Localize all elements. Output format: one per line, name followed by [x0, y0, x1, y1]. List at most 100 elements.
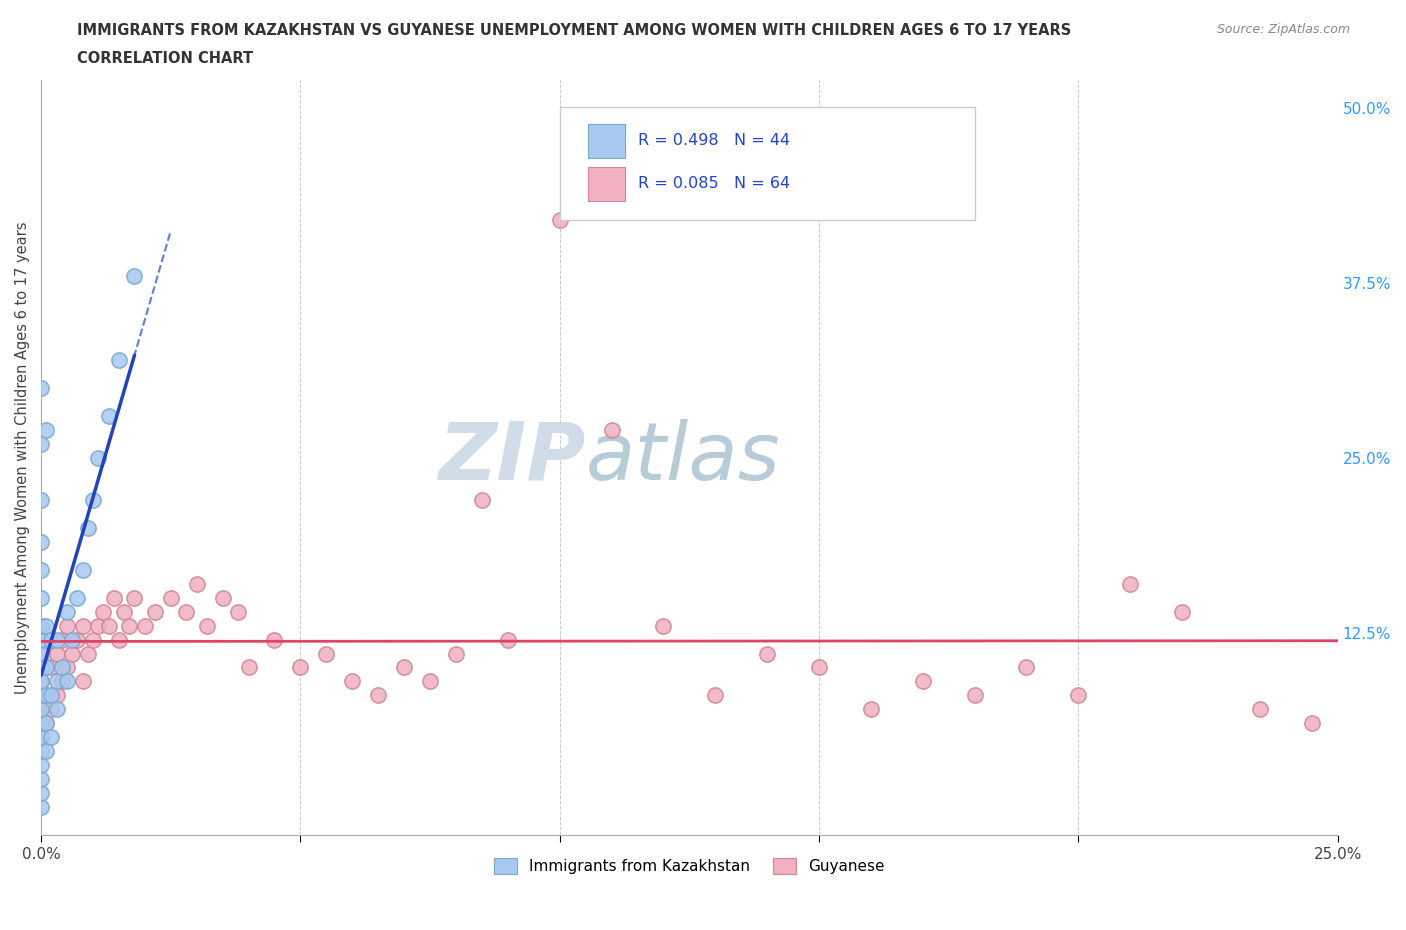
Point [30, 618, 52, 633]
Point [72, 562, 94, 577]
Point [118, 618, 141, 633]
Point [45, 646, 67, 661]
Point [45, 688, 67, 703]
Point [30, 436, 52, 451]
Point [315, 646, 337, 661]
Point [1067, 688, 1090, 703]
Point [30, 702, 52, 717]
Point [30, 688, 52, 703]
Point [195, 618, 218, 633]
Text: ZIP: ZIP [439, 418, 586, 497]
Point [60, 632, 83, 647]
Point [97, 618, 120, 633]
Point [41, 702, 63, 717]
Point [35, 660, 58, 675]
Point [56, 604, 79, 619]
Point [30, 380, 52, 395]
Legend: Immigrants from Kazakhstan, Guyanese: Immigrants from Kazakhstan, Guyanese [488, 852, 891, 881]
Point [30, 716, 52, 731]
Y-axis label: Unemployment Among Women with Children Ages 6 to 17 years: Unemployment Among Women with Children A… [15, 221, 30, 694]
Point [30, 786, 52, 801]
Point [45, 674, 67, 689]
Point [66, 591, 89, 605]
Point [186, 576, 208, 591]
Point [35, 618, 58, 633]
Point [30, 674, 52, 689]
Point [548, 213, 571, 228]
Point [30, 702, 52, 717]
Point [41, 660, 63, 675]
Point [82, 492, 104, 507]
Point [35, 422, 58, 437]
Text: IMMIGRANTS FROM KAZAKHSTAN VS GUYANESE UNEMPLOYMENT AMONG WOMEN WITH CHILDREN AG: IMMIGRANTS FROM KAZAKHSTAN VS GUYANESE U… [77, 23, 1071, 38]
Point [93, 604, 115, 619]
Point [87, 618, 110, 633]
Point [35, 716, 58, 731]
Point [963, 688, 986, 703]
Point [911, 674, 934, 689]
Point [30, 772, 52, 787]
Point [108, 632, 131, 647]
Point [41, 632, 63, 647]
Point [60, 646, 83, 661]
Point [30, 758, 52, 773]
Point [30, 730, 52, 745]
Point [35, 716, 58, 731]
Point [756, 646, 779, 661]
Text: R = 0.498   N = 44: R = 0.498 N = 44 [637, 133, 790, 148]
Point [87, 450, 110, 465]
Point [392, 660, 415, 675]
Point [211, 591, 233, 605]
Point [72, 674, 94, 689]
Point [30, 744, 52, 759]
Point [112, 604, 135, 619]
Point [30, 730, 52, 745]
Point [72, 618, 94, 633]
Point [45, 702, 67, 717]
Point [1171, 604, 1194, 619]
Point [652, 618, 675, 633]
Point [444, 646, 467, 661]
Point [30, 674, 52, 689]
Point [471, 492, 494, 507]
Point [30, 800, 52, 815]
Point [30, 660, 52, 675]
Point [176, 604, 198, 619]
Point [103, 591, 125, 605]
Point [30, 492, 52, 507]
Point [76, 520, 98, 535]
Bar [588, 124, 624, 157]
Point [56, 674, 79, 689]
Point [66, 632, 89, 647]
Point [35, 688, 58, 703]
Point [51, 632, 73, 647]
Point [56, 660, 79, 675]
Point [97, 408, 120, 423]
Point [30, 534, 52, 549]
Point [143, 604, 166, 619]
Point [30, 632, 52, 647]
Text: atlas: atlas [586, 418, 780, 497]
Point [30, 618, 52, 633]
Point [263, 632, 285, 647]
Point [342, 674, 364, 689]
Point [808, 660, 831, 675]
Bar [588, 166, 624, 201]
Point [1249, 702, 1271, 717]
Point [35, 688, 58, 703]
Point [859, 702, 882, 717]
Point [41, 688, 63, 703]
Point [45, 632, 67, 647]
Point [41, 730, 63, 745]
Point [124, 591, 146, 605]
Point [56, 618, 79, 633]
Text: CORRELATION CHART: CORRELATION CHART [77, 51, 253, 66]
Point [82, 632, 104, 647]
Point [704, 688, 727, 703]
Text: R = 0.085   N = 64: R = 0.085 N = 64 [637, 176, 790, 191]
Point [30, 646, 52, 661]
Point [1301, 716, 1323, 731]
Point [159, 591, 181, 605]
Point [496, 632, 519, 647]
Point [419, 674, 441, 689]
